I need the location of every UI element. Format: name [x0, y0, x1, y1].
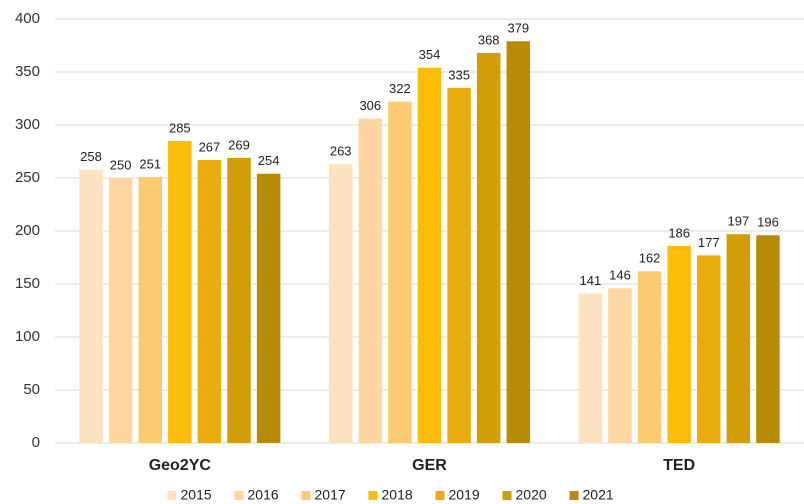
data-label: 251: [139, 156, 161, 171]
bar: [388, 101, 412, 444]
bar: [608, 288, 632, 443]
data-label: 258: [80, 149, 102, 164]
legend-swatch: [167, 491, 177, 500]
data-label: 196: [757, 215, 779, 230]
y-tick-label: 250: [15, 169, 40, 186]
data-label: 354: [419, 47, 441, 62]
y-tick-label: 0: [32, 434, 40, 451]
legend-swatch: [502, 491, 512, 500]
bar: [256, 173, 281, 443]
data-label: 186: [668, 225, 690, 240]
data-label: 263: [330, 144, 352, 159]
y-tick-label: 100: [15, 328, 40, 345]
data-label: 177: [698, 235, 720, 250]
legend-label: 2016: [248, 487, 279, 503]
legend-swatch: [234, 491, 244, 500]
bar: [578, 293, 603, 443]
legend-swatch: [368, 491, 378, 500]
legend-swatch: [569, 491, 579, 500]
data-label: 254: [258, 153, 280, 168]
bar: [227, 157, 251, 444]
data-label: 379: [507, 21, 529, 36]
data-label: 146: [609, 268, 631, 283]
data-label: 141: [580, 273, 602, 288]
bar: [168, 140, 192, 443]
data-label: 285: [169, 120, 191, 135]
data-label: 335: [448, 67, 470, 82]
x-tick-label: Geo2YC: [149, 457, 212, 474]
bar: [756, 235, 780, 443]
y-tick-label: 300: [15, 116, 40, 133]
bar: [328, 164, 353, 443]
data-label: 368: [478, 32, 500, 47]
legend-label: 2015: [181, 487, 212, 503]
bar: [667, 245, 691, 443]
bar: [476, 52, 501, 444]
y-tick-label: 400: [15, 10, 40, 27]
bar: [138, 176, 162, 443]
data-label: 197: [728, 214, 750, 229]
legend-label: 2020: [516, 487, 547, 503]
bar: [79, 169, 103, 443]
data-label: 269: [228, 137, 250, 152]
bar: [358, 118, 383, 443]
y-tick-label: 350: [15, 63, 40, 80]
bar: [197, 159, 222, 444]
bar: [417, 67, 442, 443]
y-tick-label: 150: [15, 275, 40, 292]
x-tick-label: GER: [412, 457, 447, 474]
bar: [108, 178, 133, 443]
bar: [447, 87, 471, 444]
y-tick-label: 50: [23, 381, 40, 398]
data-label: 306: [359, 98, 381, 113]
y-tick-label: 200: [15, 222, 40, 239]
data-label: 267: [199, 139, 221, 154]
bar: [697, 255, 721, 443]
data-label: 162: [639, 251, 661, 266]
legend-label: 2021: [583, 487, 614, 503]
bar: [726, 234, 751, 443]
legend-label: 2017: [315, 487, 346, 503]
legend-swatch: [435, 491, 445, 500]
legend-swatch: [301, 491, 311, 500]
data-label: 250: [110, 157, 132, 172]
x-tick-label: TED: [663, 457, 695, 474]
legend-label: 2018: [382, 487, 413, 503]
bar: [506, 41, 531, 443]
legend-label: 2019: [449, 487, 480, 503]
data-label: 322: [389, 81, 411, 96]
bar: [637, 271, 662, 443]
